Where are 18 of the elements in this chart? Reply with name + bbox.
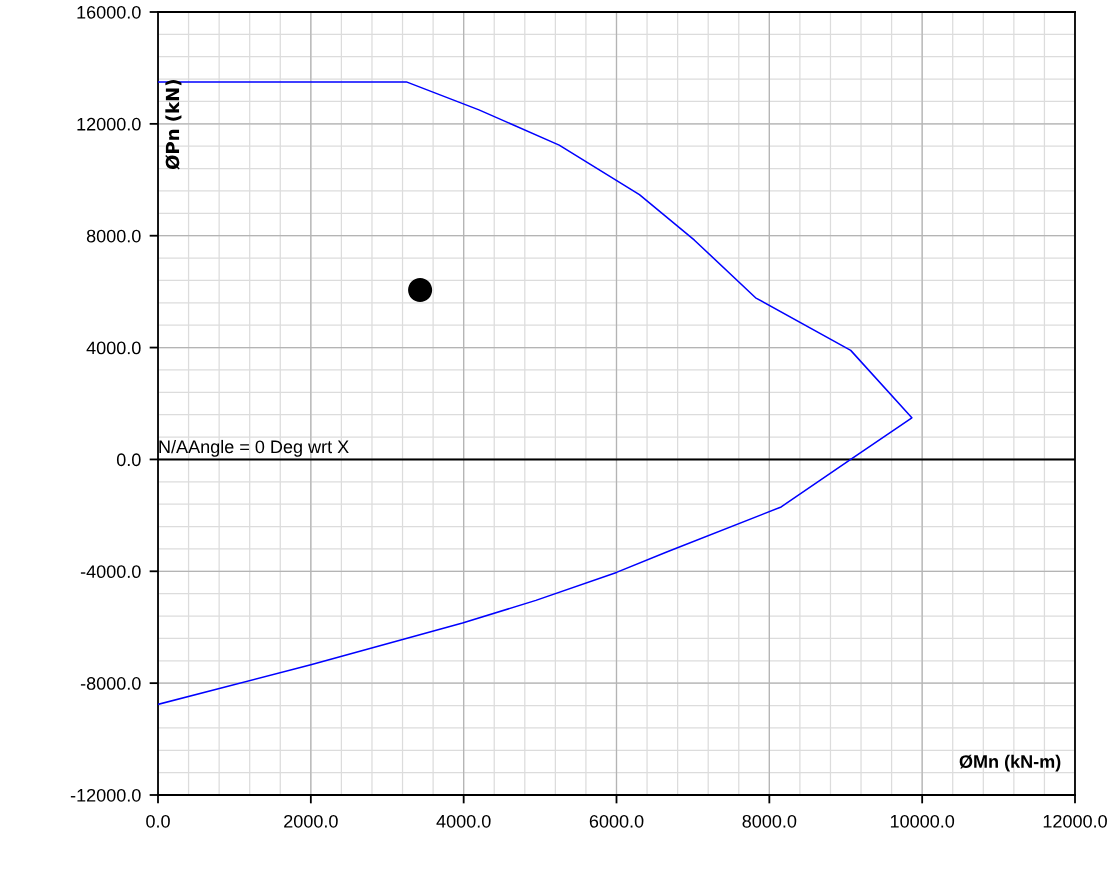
x-tick-label: 2000.0 [284,814,338,828]
y-tick-label: -4000.0 [80,565,141,579]
x-tick-label: 6000.0 [589,814,644,828]
y-tick-label: 4000.0 [86,341,141,355]
y-tick-label: 0.0 [116,453,141,467]
x-tick-label: 4000.0 [436,814,491,828]
y-axis-title: ØPn (kN) [165,80,182,170]
y-tick-label: 12000.0 [77,117,141,131]
y-tick-label: -12000.0 [70,788,141,802]
annotation: N/AAngle = 0 Deg wrt X [159,439,349,457]
y-tick-label: 8000.0 [86,229,141,243]
x-tick-label: 12000.0 [1043,814,1107,828]
y-tick-label: 16000.0 [77,5,141,19]
x-tick-label: 10000.0 [890,814,955,828]
x-axis-title: ØMn (kN-m) [959,754,1061,772]
x-tick-label: 0.0 [146,814,170,828]
x-tick-label: 8000.0 [742,814,797,828]
y-tick-label: -8000.0 [80,677,141,690]
